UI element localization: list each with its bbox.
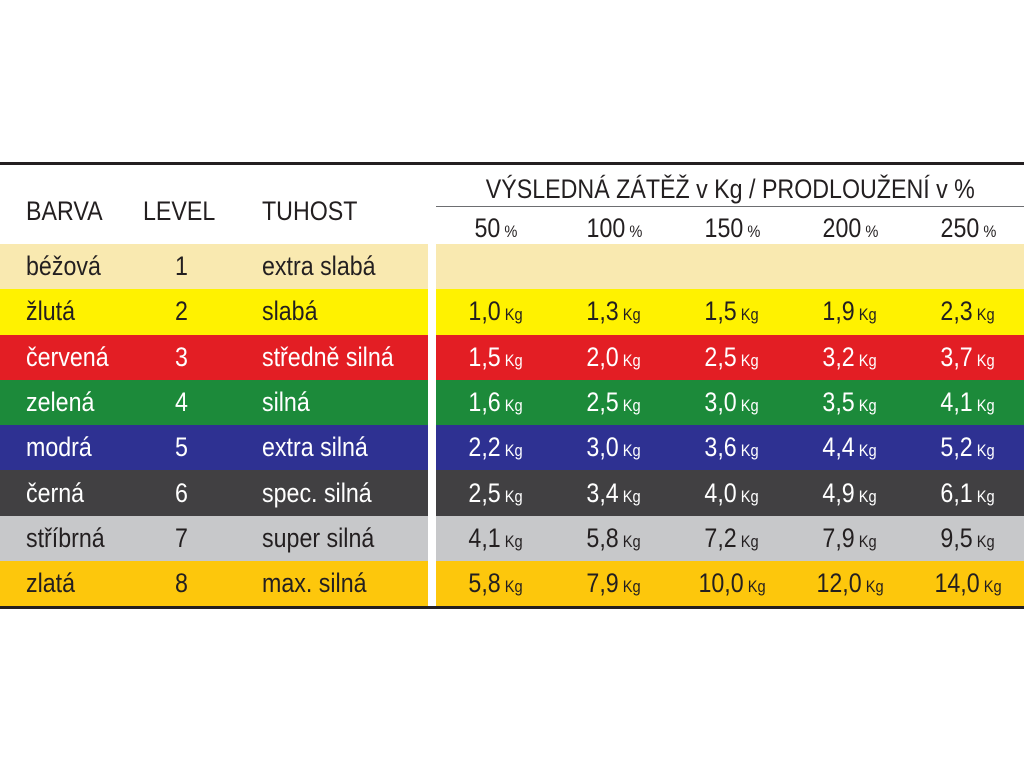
header-title: VÝSLEDNÁ ZÁTĚŽ v Kg / PRODLOUŽENÍ v % xyxy=(485,174,975,204)
cell-value: 3,5 Kg xyxy=(822,387,878,418)
cell-value: 12,0 Kg xyxy=(816,568,884,599)
cell-value: 4,0 Kg xyxy=(704,477,760,508)
cell-value: 3,0 Kg xyxy=(586,432,642,463)
cell-value: 1,9 Kg xyxy=(822,296,878,327)
cell-value: 2,0 Kg xyxy=(586,341,642,372)
table-row: černá 6 spec. silná 2,5 Kg 3,4 Kg 4,0 Kg 4,9 K… xyxy=(0,470,1024,516)
header-level: LEVEL xyxy=(143,196,216,226)
cell-value: 2,5 Kg xyxy=(468,477,524,508)
cell-barva: červená xyxy=(26,341,109,372)
cell-barva: béžová xyxy=(26,251,101,282)
percent-header-150: 150 % xyxy=(704,213,760,243)
cell-tuhost: extra slabá xyxy=(262,251,376,282)
header-divider xyxy=(436,206,1024,207)
header-gap xyxy=(428,165,436,244)
header-tuhost: TUHOST xyxy=(262,196,358,226)
cell-tuhost: super silná xyxy=(262,522,375,553)
percent-header-100: 100 % xyxy=(586,213,642,243)
cell-value: 10,0 Kg xyxy=(698,568,766,599)
cell-value: 1,6 Kg xyxy=(468,387,524,418)
cell-tuhost: středně silná xyxy=(262,341,394,372)
cell-value: 3,6 Kg xyxy=(704,432,760,463)
cell-tuhost: max. silná xyxy=(262,568,367,599)
table-row: žlutá 2 slabá 1,0 Kg 1,3 Kg 1,5 Kg 1,9 Kg 2,3 K… xyxy=(0,289,1024,335)
column-gap xyxy=(428,379,436,426)
cell-level: 6 xyxy=(175,477,188,508)
cell-value: 4,1 Kg xyxy=(940,387,996,418)
header-barva: BARVA xyxy=(26,196,103,226)
percent-header-250: 250 % xyxy=(940,213,996,243)
cell-value: 9,5 Kg xyxy=(940,522,996,553)
cell-value: 4,9 Kg xyxy=(822,477,878,508)
cell-value: 3,2 Kg xyxy=(822,341,878,372)
cell-value: 4,4 Kg xyxy=(822,432,878,463)
bottom-border xyxy=(0,606,1024,610)
percent-header-50: 50 % xyxy=(474,213,518,243)
table-row: zelená 4 silná 1,6 Kg 2,5 Kg 3,0 Kg 3,5 Kg 4,1 … xyxy=(0,379,1024,426)
cell-barva: žlutá xyxy=(26,296,76,327)
column-gap xyxy=(428,561,436,607)
cell-level: 5 xyxy=(175,432,188,463)
cell-value: 14,0 Kg xyxy=(934,568,1002,599)
cell-value: 1,0 Kg xyxy=(468,296,524,327)
cell-value: 5,8 Kg xyxy=(586,522,642,553)
cell-level: 8 xyxy=(175,568,188,599)
cell-value: 5,8 Kg xyxy=(468,568,524,599)
cell-value: 2,2 Kg xyxy=(468,432,524,463)
table-row: červená 3 středně silná 1,5 Kg 2,0 Kg 2,5 Kg 3… xyxy=(0,334,1024,380)
table-row: zlatá 8 max. silná 5,8 Kg 7,9 Kg 10,0 Kg 12,0 … xyxy=(0,561,1024,607)
column-gap xyxy=(428,289,436,335)
cell-barva: stříbrná xyxy=(26,522,105,553)
table-header: BARVA LEVEL TUHOST VÝSLEDNÁ ZÁTĚŽ v Kg /… xyxy=(0,165,1024,244)
load-table: BARVA LEVEL TUHOST VÝSLEDNÁ ZÁTĚŽ v Kg /… xyxy=(0,162,1024,610)
cell-value: 5,2 Kg xyxy=(940,432,996,463)
cell-value: 7,9 Kg xyxy=(822,522,878,553)
cell-value: 1,5 Kg xyxy=(468,341,524,372)
cell-level: 7 xyxy=(175,522,188,553)
cell-value: 3,4 Kg xyxy=(586,477,642,508)
cell-value: 1,5 Kg xyxy=(704,296,760,327)
cell-tuhost: extra silná xyxy=(262,432,368,463)
cell-level: 1 xyxy=(175,251,188,282)
cell-barva: černá xyxy=(26,477,85,508)
cell-value: 6,1 Kg xyxy=(940,477,996,508)
cell-value: 2,3 Kg xyxy=(940,296,996,327)
top-border xyxy=(0,162,1024,165)
cell-value: 2,5 Kg xyxy=(586,387,642,418)
cell-tuhost: silná xyxy=(262,387,310,418)
column-gap xyxy=(428,470,436,516)
cell-barva: modrá xyxy=(26,432,92,463)
cell-level: 3 xyxy=(175,341,188,372)
cell-barva: zelená xyxy=(26,387,95,418)
column-gap xyxy=(428,244,436,290)
column-gap xyxy=(428,425,436,471)
column-gap xyxy=(428,334,436,380)
cell-value: 3,0 Kg xyxy=(704,387,760,418)
column-gap xyxy=(428,515,436,562)
cell-tuhost: spec. silná xyxy=(262,477,372,508)
cell-value: 3,7 Kg xyxy=(940,341,996,372)
table-row: stříbrná 7 super silná 4,1 Kg 5,8 Kg 7,2 Kg 7,… xyxy=(0,515,1024,562)
cell-level: 2 xyxy=(175,296,188,327)
percent-header-200: 200 % xyxy=(822,213,878,243)
cell-barva: zlatá xyxy=(26,568,76,599)
cell-value: 2,5 Kg xyxy=(704,341,760,372)
table-row: béžová 1 extra slabá xyxy=(0,244,1024,290)
cell-level: 4 xyxy=(175,387,188,418)
table-row: modrá 5 extra silná 2,2 Kg 3,0 Kg 3,6 Kg 4,4 K… xyxy=(0,425,1024,471)
cell-value: 7,9 Kg xyxy=(586,568,642,599)
cell-value: 1,3 Kg xyxy=(586,296,642,327)
cell-value: 7,2 Kg xyxy=(704,522,760,553)
cell-tuhost: slabá xyxy=(262,296,318,327)
cell-value: 4,1 Kg xyxy=(468,522,524,553)
